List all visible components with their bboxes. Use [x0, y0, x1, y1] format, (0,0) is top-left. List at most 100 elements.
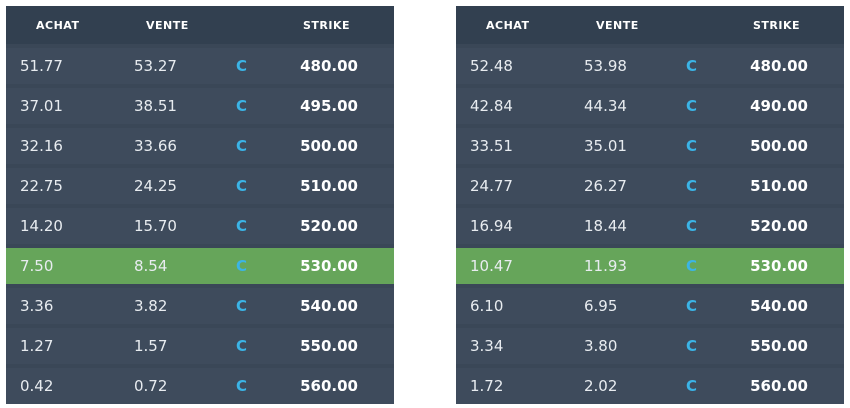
- achat-cell: 10.47: [470, 257, 513, 275]
- vente-cell: 53.98: [584, 57, 627, 75]
- table-row[interactable]: 3.36 3.82 C 540.00: [6, 288, 394, 324]
- strike-cell: 510.00: [750, 177, 808, 195]
- option-type-cell: C: [236, 297, 248, 315]
- achat-cell: 6.10: [470, 297, 504, 315]
- option-type-cell: C: [686, 377, 698, 395]
- column-header-strike: STRIKE: [303, 19, 351, 32]
- option-type-cell: C: [236, 337, 248, 355]
- table-body: 51.77 53.27 C 480.00 37.01 38.51 C 495.00 32.16 3…: [6, 48, 394, 408]
- strike-cell: 540.00: [300, 297, 358, 315]
- table-row[interactable]: 1.72 2.02 C 560.00: [456, 368, 844, 404]
- option-type-cell: C: [686, 137, 698, 155]
- option-type-cell: C: [236, 257, 248, 275]
- table-header: ACHAT VENTE STRIKE: [456, 6, 844, 44]
- table-row[interactable]: 37.01 38.51 C 495.00: [6, 88, 394, 124]
- table-row[interactable]: 3.34 3.80 C 550.00: [456, 328, 844, 364]
- achat-cell: 24.77: [470, 177, 513, 195]
- table-row[interactable]: 22.75 24.25 C 510.00: [6, 168, 394, 204]
- achat-cell: 0.42: [20, 377, 54, 395]
- option-type-cell: C: [686, 217, 698, 235]
- vente-cell: 0.72: [134, 377, 168, 395]
- table-row[interactable]: 52.48 53.98 C 480.00: [456, 48, 844, 84]
- vente-cell: 26.27: [584, 177, 627, 195]
- achat-cell: 3.36: [20, 297, 54, 315]
- option-type-cell: C: [236, 217, 248, 235]
- strike-cell: 560.00: [300, 377, 358, 395]
- strike-cell: 530.00: [750, 257, 808, 275]
- table-row[interactable]: 14.20 15.70 C 520.00: [6, 208, 394, 244]
- options-table-left: ACHAT VENTE STRIKE 51.77 53.27 C 480.00 37.0…: [6, 6, 394, 404]
- vente-cell: 24.25: [134, 177, 177, 195]
- vente-cell: 15.70: [134, 217, 177, 235]
- achat-cell: 1.72: [470, 377, 504, 395]
- achat-cell: 14.20: [20, 217, 63, 235]
- table-row[interactable]: 32.16 33.66 C 500.00: [6, 128, 394, 164]
- vente-cell: 18.44: [584, 217, 627, 235]
- table-row[interactable]: 10.47 11.93 C 530.00: [456, 248, 844, 284]
- achat-cell: 32.16: [20, 137, 63, 155]
- vente-cell: 35.01: [584, 137, 627, 155]
- table-row[interactable]: 24.77 26.27 C 510.00: [456, 168, 844, 204]
- option-type-cell: C: [686, 257, 698, 275]
- strike-cell: 500.00: [750, 137, 808, 155]
- strike-cell: 540.00: [750, 297, 808, 315]
- column-header-achat: ACHAT: [36, 19, 80, 32]
- achat-cell: 3.34: [470, 337, 504, 355]
- achat-cell: 16.94: [470, 217, 513, 235]
- strike-cell: 530.00: [300, 257, 358, 275]
- strike-cell: 550.00: [750, 337, 808, 355]
- achat-cell: 42.84: [470, 97, 513, 115]
- strike-cell: 550.00: [300, 337, 358, 355]
- option-type-cell: C: [686, 97, 698, 115]
- vente-cell: 2.02: [584, 377, 618, 395]
- option-type-cell: C: [686, 337, 698, 355]
- option-type-cell: C: [236, 177, 248, 195]
- option-type-cell: C: [236, 377, 248, 395]
- option-type-cell: C: [236, 97, 248, 115]
- achat-cell: 33.51: [470, 137, 513, 155]
- strike-cell: 480.00: [300, 57, 358, 75]
- option-type-cell: C: [686, 57, 698, 75]
- table-row[interactable]: 1.27 1.57 C 550.00: [6, 328, 394, 364]
- strike-cell: 560.00: [750, 377, 808, 395]
- achat-cell: 1.27: [20, 337, 54, 355]
- vente-cell: 53.27: [134, 57, 177, 75]
- strike-cell: 520.00: [750, 217, 808, 235]
- achat-cell: 51.77: [20, 57, 63, 75]
- column-header-strike: STRIKE: [753, 19, 801, 32]
- strike-cell: 510.00: [300, 177, 358, 195]
- column-header-achat: ACHAT: [486, 19, 530, 32]
- table-row[interactable]: 51.77 53.27 C 480.00: [6, 48, 394, 84]
- option-type-cell: C: [686, 177, 698, 195]
- achat-cell: 52.48: [470, 57, 513, 75]
- achat-cell: 22.75: [20, 177, 63, 195]
- strike-cell: 480.00: [750, 57, 808, 75]
- table-row[interactable]: 7.50 8.54 C 530.00: [6, 248, 394, 284]
- option-type-cell: C: [686, 297, 698, 315]
- table-row[interactable]: 0.42 0.72 C 560.00: [6, 368, 394, 404]
- options-table-right: ACHAT VENTE STRIKE 52.48 53.98 C 480.00 42.8…: [456, 6, 844, 404]
- table-row[interactable]: 33.51 35.01 C 500.00: [456, 128, 844, 164]
- vente-cell: 6.95: [584, 297, 618, 315]
- strike-cell: 500.00: [300, 137, 358, 155]
- table-row[interactable]: 16.94 18.44 C 520.00: [456, 208, 844, 244]
- vente-cell: 11.93: [584, 257, 627, 275]
- strike-cell: 490.00: [750, 97, 808, 115]
- vente-cell: 44.34: [584, 97, 627, 115]
- vente-cell: 38.51: [134, 97, 177, 115]
- table-row[interactable]: 6.10 6.95 C 540.00: [456, 288, 844, 324]
- strike-cell: 495.00: [300, 97, 358, 115]
- vente-cell: 1.57: [134, 337, 168, 355]
- column-header-vente: VENTE: [596, 19, 639, 32]
- table-header: ACHAT VENTE STRIKE: [6, 6, 394, 44]
- table-row[interactable]: 42.84 44.34 C 490.00: [456, 88, 844, 124]
- option-type-cell: C: [236, 137, 248, 155]
- vente-cell: 3.82: [134, 297, 168, 315]
- vente-cell: 8.54: [134, 257, 168, 275]
- option-type-cell: C: [236, 57, 248, 75]
- achat-cell: 7.50: [20, 257, 54, 275]
- vente-cell: 3.80: [584, 337, 618, 355]
- column-header-vente: VENTE: [146, 19, 189, 32]
- achat-cell: 37.01: [20, 97, 63, 115]
- vente-cell: 33.66: [134, 137, 177, 155]
